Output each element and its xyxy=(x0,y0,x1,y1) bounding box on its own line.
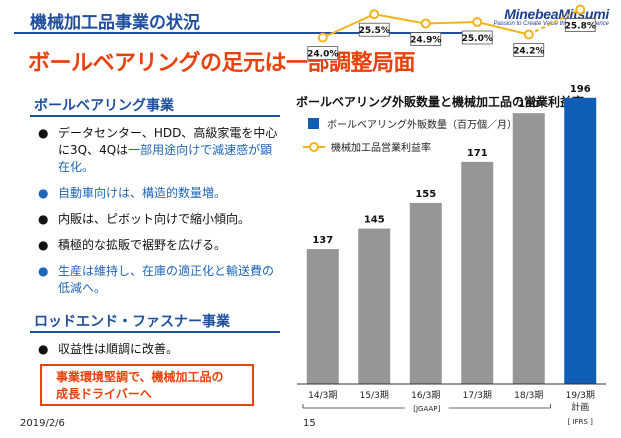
chart-title: ボールベアリング外販数量と機械加工品の営業利益率 xyxy=(296,95,585,109)
page-number: 15 xyxy=(303,418,316,429)
data-label-box xyxy=(513,43,545,57)
section-rule xyxy=(30,115,280,117)
line-value-label: 24.9% xyxy=(410,36,441,46)
line-segment xyxy=(322,13,375,39)
bar-value-label: 171 xyxy=(467,148,488,159)
bar xyxy=(358,228,391,384)
line-segment xyxy=(425,21,478,25)
bar-value-label: 145 xyxy=(364,215,385,226)
data-label-box xyxy=(358,22,390,37)
legend-bar-label: ボールベアリング外販数量（百万個／月） xyxy=(327,118,517,131)
ball-bearing-bullets: ● データセンター、HDD、高級家電を中心 に3Q、4Qは一部用途向けで減速感が… xyxy=(38,125,308,306)
x-tick-label: 18/3期 xyxy=(514,390,543,401)
bullet-item: ● データセンター、HDD、高級家電を中心 に3Q、4Qは一部用途向けで減速感が… xyxy=(38,125,308,176)
line-value-label: 24.2% xyxy=(513,46,544,56)
x-tick-label: 16/3期 xyxy=(411,390,440,401)
bullet-text: 生産は維持し、在庫の適正化と輸送費の xyxy=(58,264,275,278)
line-value-label: 25.5% xyxy=(359,26,390,36)
bullet-text: に3Q、4Qは一部用途向けで減速感が顕 xyxy=(58,142,308,159)
bullet-text: 内販は、ピボット向けで縮小傾向。 xyxy=(58,212,251,226)
data-label-box xyxy=(307,46,339,60)
bar xyxy=(461,161,494,384)
line-value-label: 24.0% xyxy=(307,50,338,60)
line-value-label: 25.0% xyxy=(462,34,493,44)
data-label-box xyxy=(461,30,493,45)
line-marker xyxy=(575,4,586,15)
bullet-text-part: に3Q、4Qは xyxy=(58,143,129,157)
bar xyxy=(409,202,442,384)
bullet-mark: ● xyxy=(38,212,49,226)
growth-driver-callout: 事業環境堅調で、機械加工品の 成長ドライバーへ xyxy=(40,364,254,406)
x-tick-sublabel: 計画 xyxy=(571,401,589,413)
bullet-mark: ● xyxy=(38,342,49,356)
bullet-mark: ● xyxy=(38,186,49,200)
ifrs-label: [ IFRS ] xyxy=(568,418,594,426)
slide-title: 機械加工品事業の状況 xyxy=(30,13,200,33)
bullet-item: ● 積極的な拡販で裾野を広げる。 xyxy=(38,237,308,254)
headline: ボールベアリングの足元は一部調整局面 xyxy=(28,51,416,76)
bullet-mark: ● xyxy=(38,238,49,252)
line-segment xyxy=(374,13,426,25)
x-tick-label: 15/3期 xyxy=(360,390,389,401)
bullet-item: ● 内販は、ピボット向けで縮小傾向。 xyxy=(38,211,308,228)
jgaap-label: [JGAAP] xyxy=(413,405,440,413)
x-tick-label: 19/3期 xyxy=(566,390,595,401)
line-marker xyxy=(420,18,431,29)
line-segment xyxy=(528,8,581,36)
bullet-text: 積極的な拡販で裾野を広げる。 xyxy=(58,238,227,252)
bullet-text-blue: 在化。 xyxy=(58,160,95,174)
bullet-item: ● 収益性は順調に改善。 xyxy=(38,341,308,358)
data-label-box xyxy=(564,18,596,32)
bullet-mark: ● xyxy=(38,126,49,140)
jgaap-label-bg xyxy=(404,403,449,413)
x-tick-label: 14/3期 xyxy=(308,390,337,401)
bullet-text: 収益性は順調に改善。 xyxy=(58,342,179,356)
bar xyxy=(306,249,339,384)
line-marker xyxy=(317,32,328,43)
data-label-box xyxy=(410,32,442,46)
bar xyxy=(512,113,545,385)
x-tick-label: 17/3期 xyxy=(463,390,492,401)
legend-line-label: 機械加工品営業利益率 xyxy=(331,141,431,154)
bar-value-label: 190 xyxy=(518,99,539,110)
section-rule xyxy=(30,331,280,333)
title-rule xyxy=(14,32,472,34)
bullet-text: 自動車向けは、構造的数量増。 xyxy=(58,186,227,200)
bullet-text: 低減へ。 xyxy=(58,281,107,295)
line-marker xyxy=(523,29,534,40)
line-marker xyxy=(472,17,483,27)
bullet-item: ● 生産は維持し、在庫の適正化と輸送費の 低減へ。 xyxy=(38,263,308,297)
section-title-rod-end: ロッドエンド・ファスナー事業 xyxy=(34,314,230,330)
bullet-mark: ● xyxy=(38,264,49,278)
section-title-ball-bearing: ボールベアリング事業 xyxy=(34,98,174,114)
callout-line: 事業環境堅調で、機械加工品の xyxy=(56,370,224,384)
callout-line: 成長ドライバーへ xyxy=(56,387,152,401)
legend-bar-swatch xyxy=(308,118,319,129)
bar xyxy=(564,97,597,384)
bullet-item: ● 自動車向けは、構造的数量増。 xyxy=(38,185,308,202)
bar-value-label: 155 xyxy=(415,189,436,200)
slide-date: 2019/2/6 xyxy=(20,418,65,429)
bar-value-label: 196 xyxy=(570,84,591,95)
bar-value-label: 137 xyxy=(312,235,333,246)
line-value-label: 25.8% xyxy=(565,22,596,32)
line-segment xyxy=(477,21,529,36)
rod-end-bullets: ● 収益性は順調に改善。 xyxy=(38,341,308,367)
legend-line-marker xyxy=(309,142,319,152)
bullet-text-blue: 一部用途向けで減速感が顕 xyxy=(128,143,273,157)
bullet-text: データセンター、HDD、高級家電を中心 xyxy=(58,126,278,140)
line-marker xyxy=(369,9,380,20)
